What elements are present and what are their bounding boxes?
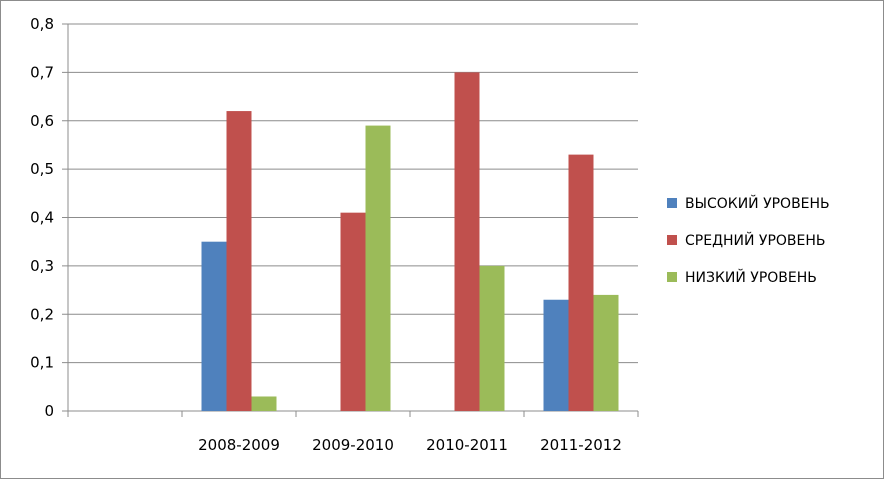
bar — [226, 111, 252, 411]
legend-label: НИЗКИЙ УРОВЕНЬ — [685, 268, 817, 286]
y-tick-label: 0 — [44, 402, 54, 420]
bar — [479, 265, 505, 411]
bars — [201, 72, 619, 412]
y-tick-label: 0,4 — [30, 209, 54, 227]
y-tick-label: 0,2 — [30, 305, 54, 323]
x-axis-ticks: 2008-2009 2009-2010 2010-2011 2011-2012 — [198, 436, 622, 454]
x-tick-label: 2011-2012 — [540, 436, 622, 454]
legend: ВЫСОКИЙ УРОВЕНЬ СРЕДНИЙ УРОВЕНЬ НИЗКИЙ УРО… — [667, 194, 830, 286]
bar — [454, 72, 480, 411]
x-tick-label: 2010-2011 — [426, 436, 508, 454]
bar — [365, 125, 391, 412]
y-tick-label: 0,6 — [30, 112, 54, 130]
y-tick-label: 0,8 — [30, 15, 54, 33]
legend-swatch — [667, 272, 677, 282]
x-tick-label: 2009-2010 — [312, 436, 394, 454]
legend-swatch — [667, 235, 677, 245]
y-axis-ticks: 0 0,1 0,2 0,3 0,4 0,5 0,6 0,7 0,8 — [30, 15, 54, 420]
y-tick-label: 0,3 — [30, 257, 54, 275]
legend-swatch — [667, 198, 677, 208]
y-tick-label: 0,7 — [30, 63, 54, 81]
x-tick-label: 2008-2009 — [198, 436, 280, 454]
bar — [543, 299, 569, 411]
bar — [593, 294, 619, 411]
bar — [251, 396, 277, 411]
bar — [340, 212, 366, 411]
gridlines — [68, 23, 638, 364]
y-tick-label: 0,5 — [30, 160, 54, 178]
legend-label: ВЫСОКИЙ УРОВЕНЬ — [685, 194, 830, 212]
bar — [201, 241, 227, 411]
y-tick-label: 0,1 — [30, 354, 54, 372]
legend-label: СРЕДНИЙ УРОВЕНЬ — [685, 231, 826, 249]
bar — [568, 154, 594, 412]
